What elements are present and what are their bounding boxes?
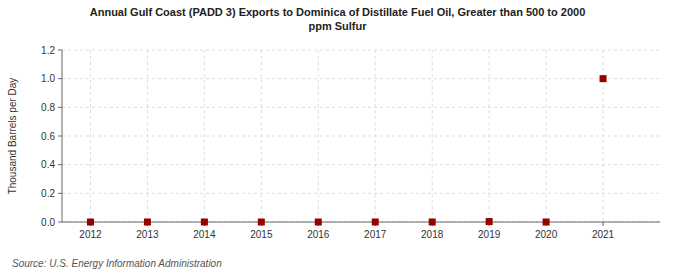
tick-label: 1.2 — [41, 45, 55, 56]
grid — [62, 50, 660, 222]
point — [144, 219, 151, 226]
grid-line — [147, 50, 148, 222]
tick-label: 0.8 — [41, 102, 55, 113]
annotation: Source: U.S. Energy Information Administ… — [12, 258, 222, 269]
grid-line — [489, 50, 490, 222]
tick-mark — [603, 222, 604, 226]
tick-label: 2016 — [307, 229, 330, 240]
grid-line — [546, 50, 547, 222]
grid-line — [62, 50, 660, 51]
title: Annual Gulf Coast (PADD 3) Exports to Do… — [90, 6, 586, 32]
grid-line — [375, 50, 376, 222]
tick-label: 2015 — [250, 229, 273, 240]
point — [600, 75, 607, 82]
grid-line — [432, 50, 433, 222]
background — [0, 0, 675, 275]
tick-label: 0.0 — [41, 217, 55, 228]
y-axis-line — [62, 50, 63, 222]
grid-line — [62, 164, 660, 165]
tick-label: 2012 — [79, 229, 102, 240]
tick-mark — [58, 164, 62, 165]
x-axis-line — [62, 222, 660, 223]
tick-label: 2021 — [592, 229, 615, 240]
tick-mark — [58, 78, 62, 79]
tick-mark — [58, 50, 62, 51]
grid-line — [62, 193, 660, 194]
chart: 0.0 0.2 0.4 0.6 0.8 1.0 1.2 2012 2013 2014 2015 201… — [0, 0, 675, 275]
tick-label: 2020 — [535, 229, 558, 240]
point — [315, 219, 322, 226]
y-axis-label: Thousand Barrels per Day — [7, 78, 18, 195]
point — [87, 219, 94, 226]
tick-label: 2014 — [193, 229, 216, 240]
tick-label: 2018 — [421, 229, 444, 240]
tick-label: 0.6 — [41, 131, 55, 142]
point — [486, 218, 493, 225]
grid-line — [318, 50, 319, 222]
point — [543, 219, 550, 226]
grid-line — [90, 50, 91, 222]
tick-label: 0.2 — [41, 188, 55, 199]
tick-label: 2017 — [364, 229, 387, 240]
grid-line — [62, 136, 660, 137]
tick-label: 2019 — [478, 229, 501, 240]
grid-line — [62, 78, 660, 79]
marks — [87, 75, 607, 225]
point — [372, 219, 379, 226]
point — [258, 219, 265, 226]
tick-label: 0.4 — [41, 159, 55, 170]
grid-line — [62, 107, 660, 108]
point — [429, 219, 436, 226]
tick-mark — [58, 193, 62, 194]
tick-mark — [58, 136, 62, 137]
tick-label: 2013 — [136, 229, 159, 240]
grid-line — [204, 50, 205, 222]
point — [201, 219, 208, 226]
grid-line — [261, 50, 262, 222]
tick-mark — [58, 107, 62, 108]
axes: 0.0 0.2 0.4 0.6 0.8 1.0 1.2 2012 2013 2014 2015 201… — [41, 45, 660, 241]
tick-label: 1.0 — [41, 73, 55, 84]
grid-line — [62, 222, 660, 223]
tick-mark — [58, 222, 62, 223]
